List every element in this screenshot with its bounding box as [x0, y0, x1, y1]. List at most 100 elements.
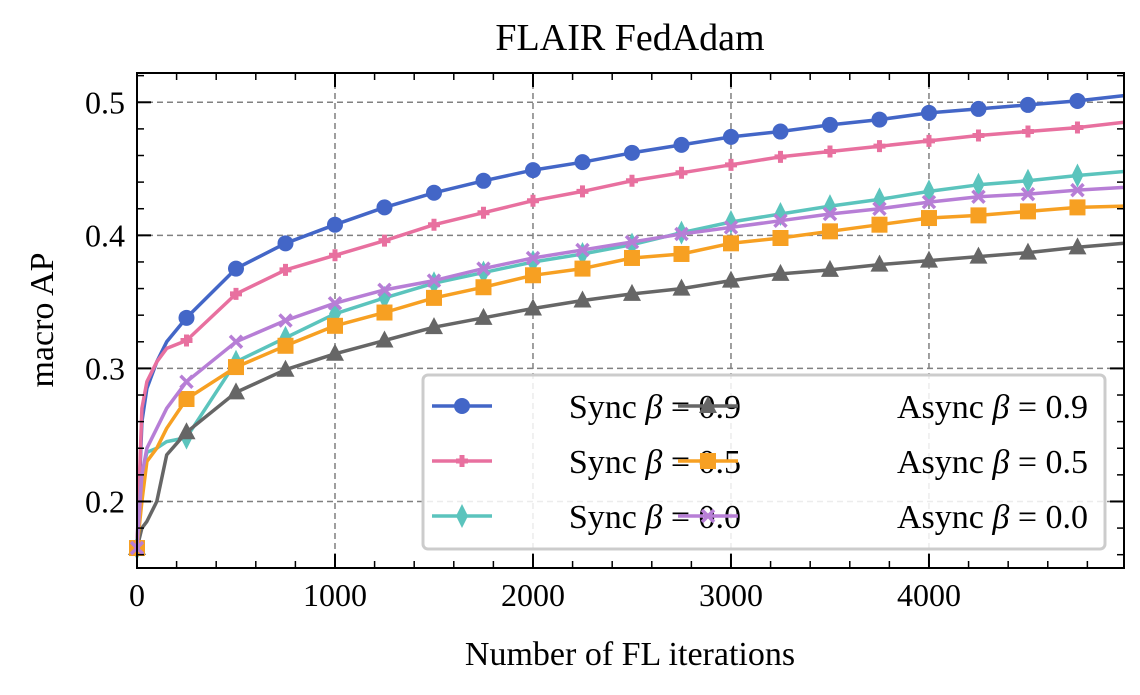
marker-plus	[724, 158, 737, 171]
marker-circle	[475, 172, 492, 189]
marker-x	[278, 313, 293, 328]
marker-plus-stroke	[427, 218, 440, 231]
marker-x	[773, 213, 788, 228]
marker-triangle	[325, 343, 344, 361]
marker-plus	[1071, 121, 1084, 134]
series-0	[129, 92, 1125, 557]
marker-plus	[972, 129, 985, 142]
marker-triangle	[820, 259, 839, 277]
marker-triangle	[424, 317, 443, 335]
marker-square	[821, 223, 838, 240]
marker-diamond	[972, 172, 985, 197]
marker-plus	[328, 249, 341, 262]
x-axis-label: Number of FL iterations	[465, 636, 795, 673]
marker-circle	[970, 100, 987, 117]
y-tick-label: 0.2	[85, 483, 125, 519]
legend-label: Sync β = 0.5	[569, 444, 741, 481]
marker-plus	[922, 134, 935, 147]
legend-item: Async β = 0.0	[678, 499, 1088, 536]
marker-x	[872, 201, 887, 216]
marker-triangle	[375, 330, 394, 348]
marker-circle	[425, 184, 442, 201]
marker-plus-stroke	[1071, 121, 1084, 134]
marker-triangle	[1068, 237, 1087, 255]
marker-triangle	[573, 290, 592, 308]
marker-plus-stroke	[625, 174, 638, 187]
marker-plus	[229, 287, 242, 300]
marker-square	[920, 210, 937, 227]
marker-plus-stroke	[972, 129, 985, 142]
legend-item: Sync β = 0.5	[432, 444, 741, 481]
series-group	[128, 92, 1125, 561]
legend-item: Async β = 0.9	[678, 389, 1088, 426]
marker-circle	[772, 123, 789, 140]
marker-plus	[1021, 125, 1034, 138]
marker-plus-stroke	[378, 234, 391, 247]
legend-item: Async β = 0.5	[678, 444, 1088, 481]
marker-x	[700, 508, 716, 524]
legend-box	[421, 373, 1107, 551]
marker-plus-stroke	[724, 158, 737, 171]
marker-square	[376, 304, 393, 321]
x-tick-label: 1000	[303, 577, 367, 613]
marker-circle	[1069, 92, 1086, 109]
marker-circle	[524, 162, 541, 179]
marker-x	[1070, 182, 1085, 198]
marker-circle	[376, 199, 393, 216]
marker-circle	[227, 260, 244, 277]
marker-square	[871, 216, 888, 233]
marker-plus-stroke	[823, 145, 836, 158]
marker-triangle	[721, 270, 740, 288]
marker-circle	[673, 136, 690, 153]
plot-frame	[136, 72, 1125, 569]
legend-label: Async β = 0.9	[897, 389, 1088, 426]
marker-plus	[180, 334, 193, 347]
marker-plus-stroke	[675, 166, 688, 179]
marker-square	[524, 267, 541, 284]
marker-triangle	[622, 283, 641, 301]
marker-plus-stroke	[922, 134, 935, 147]
marker-x	[624, 234, 640, 250]
x-tick-label: 2000	[501, 577, 565, 613]
marker-square	[970, 207, 987, 224]
marker-square	[425, 289, 442, 306]
marker-x	[674, 226, 689, 242]
marker-circle	[454, 398, 470, 414]
marker-square	[326, 317, 343, 334]
marker-x	[377, 282, 392, 298]
x-tick-label: 4000	[897, 577, 961, 613]
marker-triangle	[699, 396, 717, 413]
marker-x	[921, 194, 937, 210]
marker-plus	[427, 218, 440, 231]
marker-triangle	[672, 278, 691, 296]
marker-triangle	[276, 359, 295, 377]
marker-x	[575, 242, 590, 258]
marker-x	[228, 334, 244, 350]
marker-square	[1069, 199, 1086, 216]
marker-plus-stroke	[229, 287, 242, 300]
marker-square	[227, 359, 244, 376]
marker-triangle	[523, 298, 542, 316]
marker-plus	[873, 140, 886, 153]
marker-plus-stroke	[328, 249, 341, 262]
marker-circle	[178, 309, 195, 326]
marker-x	[971, 189, 986, 204]
x-tick-label: 3000	[699, 577, 763, 613]
marker-plus	[526, 194, 539, 207]
y-tick-label: 0.4	[85, 217, 125, 253]
legend-label: Async β = 0.5	[897, 444, 1088, 481]
marker-square	[475, 279, 492, 296]
marker-x	[476, 261, 491, 276]
marker-square	[1019, 203, 1036, 220]
marker-plus-stroke	[477, 206, 490, 219]
marker-x	[179, 374, 194, 389]
series-5	[129, 182, 1125, 556]
marker-triangle	[969, 246, 988, 264]
marker-diamond	[1071, 163, 1084, 188]
series-3	[128, 237, 1125, 556]
marker-plus-stroke	[1021, 125, 1034, 138]
legend-label: Async β = 0.0	[897, 499, 1088, 536]
marker-diamond	[456, 504, 468, 528]
marker-square	[178, 391, 195, 408]
